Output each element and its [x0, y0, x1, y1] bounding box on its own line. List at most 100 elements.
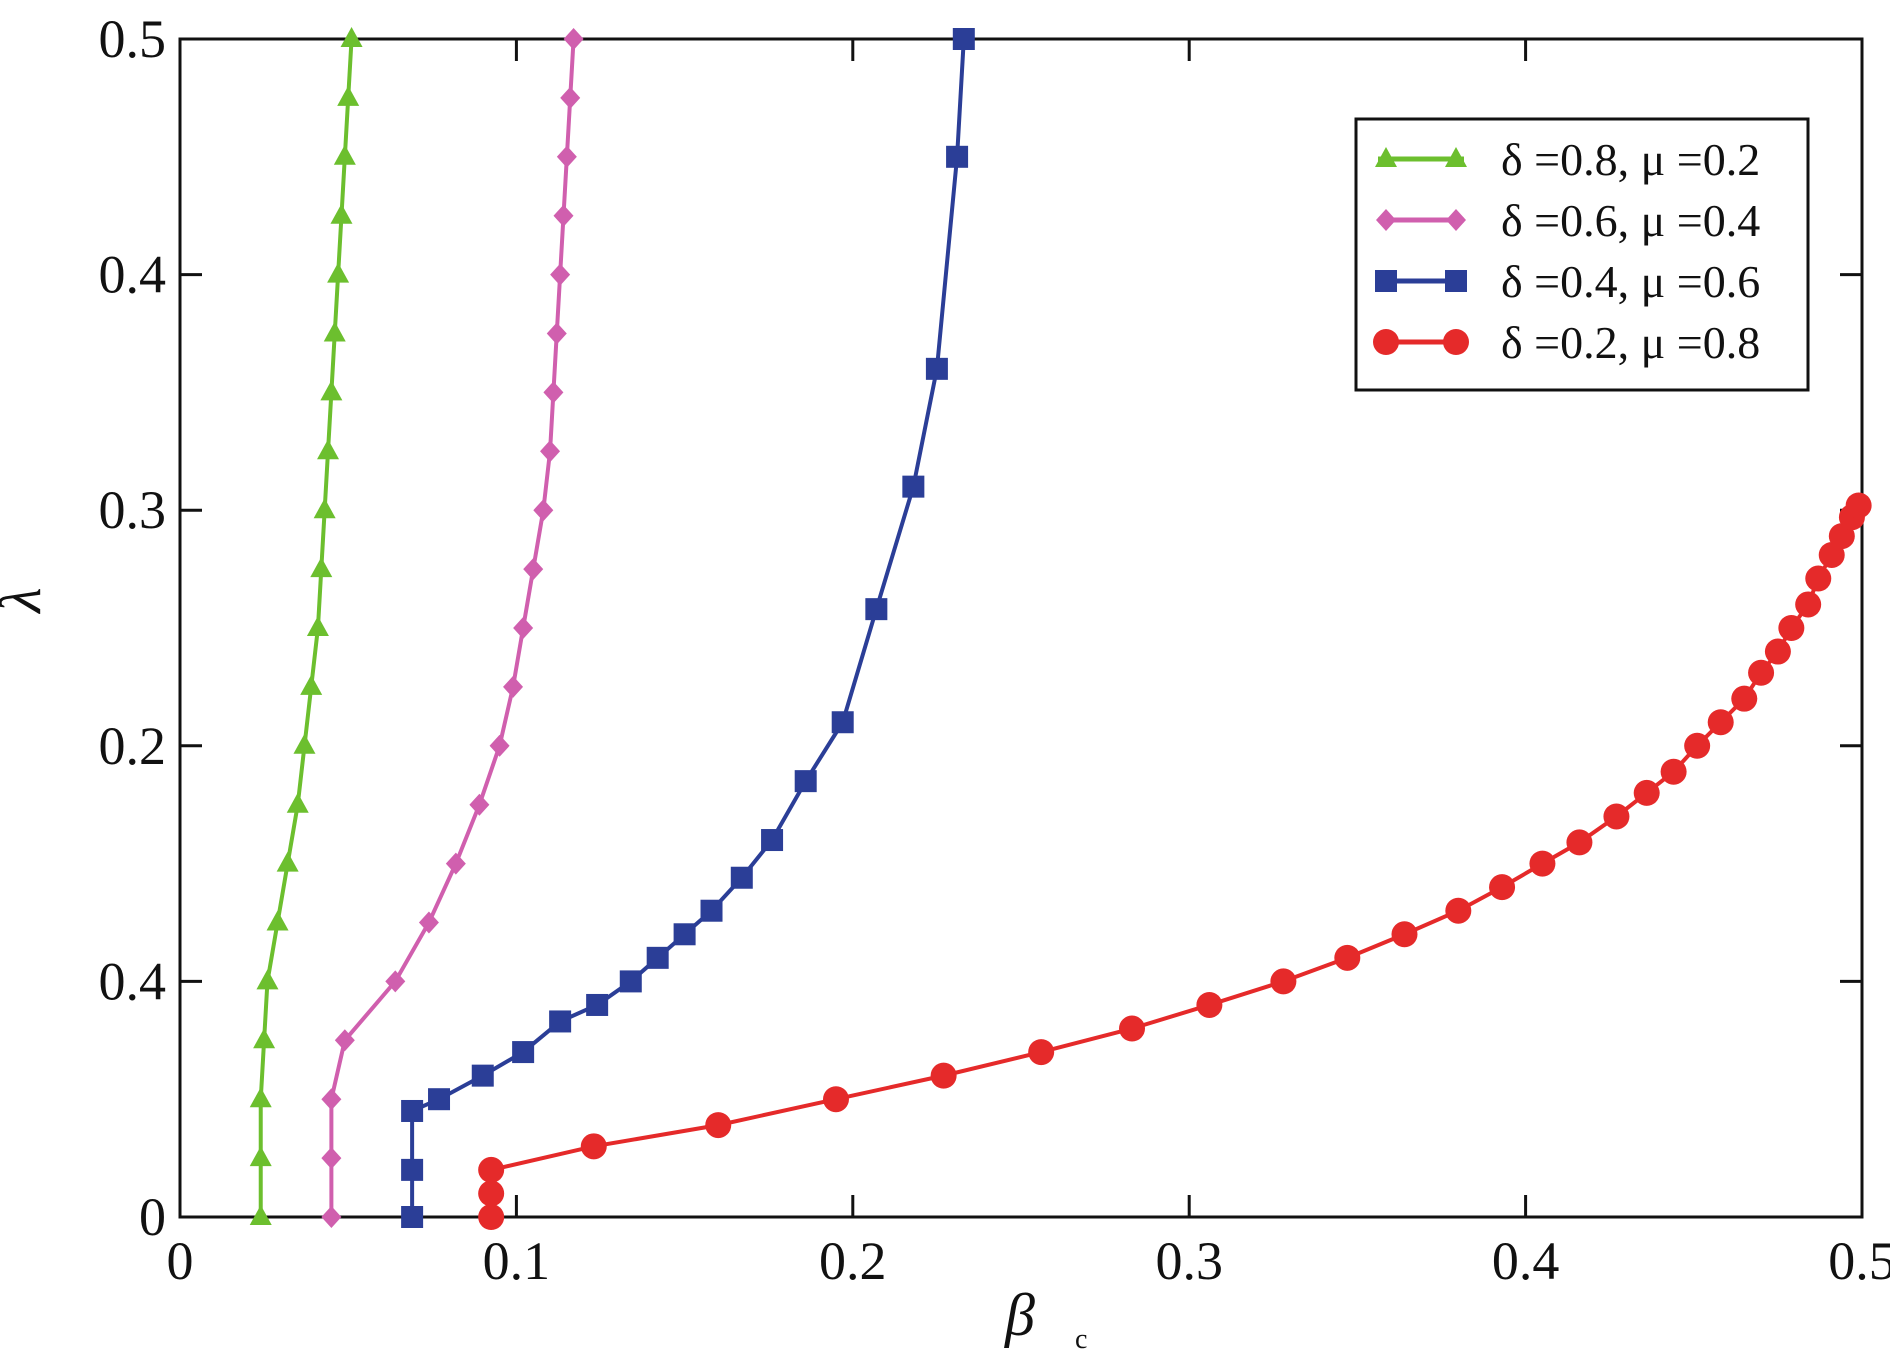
marker: [334, 1029, 355, 1052]
marker: [1633, 779, 1660, 806]
marker: [418, 911, 439, 934]
marker: [543, 381, 564, 404]
marker: [249, 1146, 272, 1167]
marker: [323, 321, 346, 342]
marker: [1373, 329, 1399, 355]
marker: [276, 851, 299, 872]
marker: [540, 440, 561, 463]
marker: [253, 1028, 276, 1049]
marker: [549, 1010, 572, 1033]
marker: [1778, 615, 1805, 641]
marker: [256, 969, 279, 990]
marker: [1764, 638, 1791, 665]
marker: [946, 145, 969, 168]
marker: [469, 793, 490, 816]
marker: [1603, 803, 1630, 830]
marker: [321, 1206, 342, 1228]
marker: [478, 1204, 505, 1230]
marker: [646, 946, 669, 969]
marker: [471, 1064, 494, 1087]
marker: [1334, 944, 1361, 971]
marker: [327, 262, 350, 283]
marker: [586, 993, 609, 1016]
x-tick-label: 0.5: [1828, 1231, 1890, 1291]
x-tick-label: 0.4: [1492, 1231, 1560, 1291]
marker: [1375, 270, 1397, 292]
marker: [1376, 209, 1396, 231]
y-tick-label: 0.2: [99, 716, 167, 776]
marker: [1391, 921, 1418, 948]
marker: [865, 598, 888, 621]
marker: [1566, 829, 1593, 856]
series: [401, 28, 975, 1228]
marker: [445, 852, 466, 875]
marker: [337, 85, 360, 106]
marker: [317, 439, 340, 460]
marker: [321, 1147, 342, 1170]
marker: [761, 829, 784, 852]
series: [321, 28, 584, 1228]
marker: [556, 145, 577, 168]
series: [478, 492, 1872, 1230]
y-tick-label: 0: [139, 1187, 166, 1247]
marker: [1119, 1015, 1146, 1042]
marker: [1748, 659, 1775, 686]
marker: [619, 970, 642, 993]
marker: [1270, 968, 1297, 995]
marker: [1489, 874, 1516, 901]
legend-box: [1354, 117, 1810, 392]
marker: [1660, 758, 1687, 785]
marker: [313, 498, 336, 519]
marker: [1443, 329, 1469, 355]
y-tick-label: 0.5: [99, 9, 167, 69]
marker: [952, 28, 975, 50]
legend-label: δ =0.8, μ =0.2: [1501, 134, 1760, 185]
marker: [310, 557, 333, 578]
marker: [673, 923, 696, 946]
marker: [478, 1156, 505, 1183]
marker: [822, 1086, 849, 1113]
x-axis-label-subscript: c: [1075, 1324, 1087, 1355]
marker: [306, 616, 329, 636]
y-tick-label: 0.3: [99, 480, 167, 540]
y-tick-label: 0.4: [99, 245, 167, 305]
marker: [533, 499, 554, 522]
marker: [503, 675, 524, 698]
x-tick-label: 0.1: [483, 1231, 551, 1291]
marker: [333, 144, 356, 165]
marker: [700, 899, 723, 922]
marker: [1445, 270, 1467, 292]
marker: [1445, 147, 1467, 167]
marker: [286, 792, 309, 813]
series: [249, 27, 363, 1225]
marker: [249, 1087, 272, 1108]
marker: [330, 203, 353, 224]
series-line: [489, 504, 1861, 1217]
marker: [930, 1062, 957, 1089]
marker: [478, 1180, 505, 1207]
x-tick-label: 0: [167, 1231, 194, 1291]
marker: [1845, 492, 1872, 519]
marker: [340, 27, 363, 47]
series-line: [410, 38, 966, 1217]
marker: [1445, 897, 1472, 924]
plot-frame: [178, 37, 1864, 1219]
marker: [401, 1206, 424, 1228]
marker: [730, 866, 753, 889]
marker: [428, 1088, 451, 1111]
marker: [1707, 709, 1734, 736]
marker: [1375, 147, 1397, 167]
marker: [1731, 685, 1758, 712]
legend-label: δ =0.2, μ =0.8: [1501, 317, 1760, 368]
x-tick-label: 0.3: [1155, 1231, 1223, 1291]
x-tick-label: 0.2: [819, 1231, 887, 1291]
legend: δ =0.8, μ =0.2 δ =0.6, μ =0.4 δ =0.4, μ =0…: [1354, 117, 1810, 392]
marker: [401, 1099, 424, 1122]
marker: [580, 1133, 607, 1160]
marker: [1805, 565, 1832, 592]
marker: [563, 28, 584, 50]
marker: [831, 711, 854, 734]
marker: [1028, 1039, 1055, 1066]
legend-label: δ =0.6, μ =0.4: [1501, 195, 1760, 246]
